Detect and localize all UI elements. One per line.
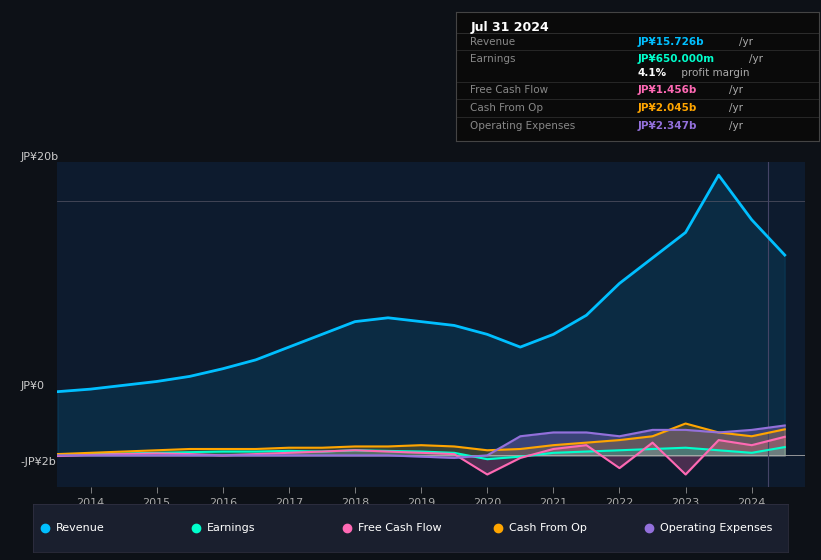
Text: JP¥20b: JP¥20b: [21, 152, 58, 162]
Text: JP¥0: JP¥0: [21, 381, 44, 391]
Text: -JP¥2b: -JP¥2b: [21, 457, 57, 467]
Text: Revenue: Revenue: [56, 523, 104, 533]
Text: Cash From Op: Cash From Op: [509, 523, 586, 533]
Text: Cash From Op: Cash From Op: [470, 103, 544, 113]
Text: Operating Expenses: Operating Expenses: [660, 523, 772, 533]
Text: /yr: /yr: [739, 37, 753, 47]
Text: /yr: /yr: [749, 54, 763, 64]
Text: JP¥15.726b: JP¥15.726b: [637, 37, 704, 47]
Text: 4.1%: 4.1%: [637, 68, 666, 78]
Text: Jul 31 2024: Jul 31 2024: [470, 21, 549, 34]
Text: /yr: /yr: [728, 85, 742, 95]
Text: JP¥2.045b: JP¥2.045b: [637, 103, 696, 113]
Text: Earnings: Earnings: [207, 523, 255, 533]
Text: /yr: /yr: [728, 103, 742, 113]
Text: JP¥650.000m: JP¥650.000m: [637, 54, 714, 64]
Text: /yr: /yr: [728, 121, 742, 131]
Text: Revenue: Revenue: [470, 37, 516, 47]
Text: JP¥1.456b: JP¥1.456b: [637, 85, 696, 95]
Text: profit margin: profit margin: [678, 68, 750, 78]
Text: Free Cash Flow: Free Cash Flow: [358, 523, 441, 533]
Text: Operating Expenses: Operating Expenses: [470, 121, 576, 131]
Text: JP¥2.347b: JP¥2.347b: [637, 121, 696, 131]
Text: Earnings: Earnings: [470, 54, 516, 64]
Text: Free Cash Flow: Free Cash Flow: [470, 85, 548, 95]
